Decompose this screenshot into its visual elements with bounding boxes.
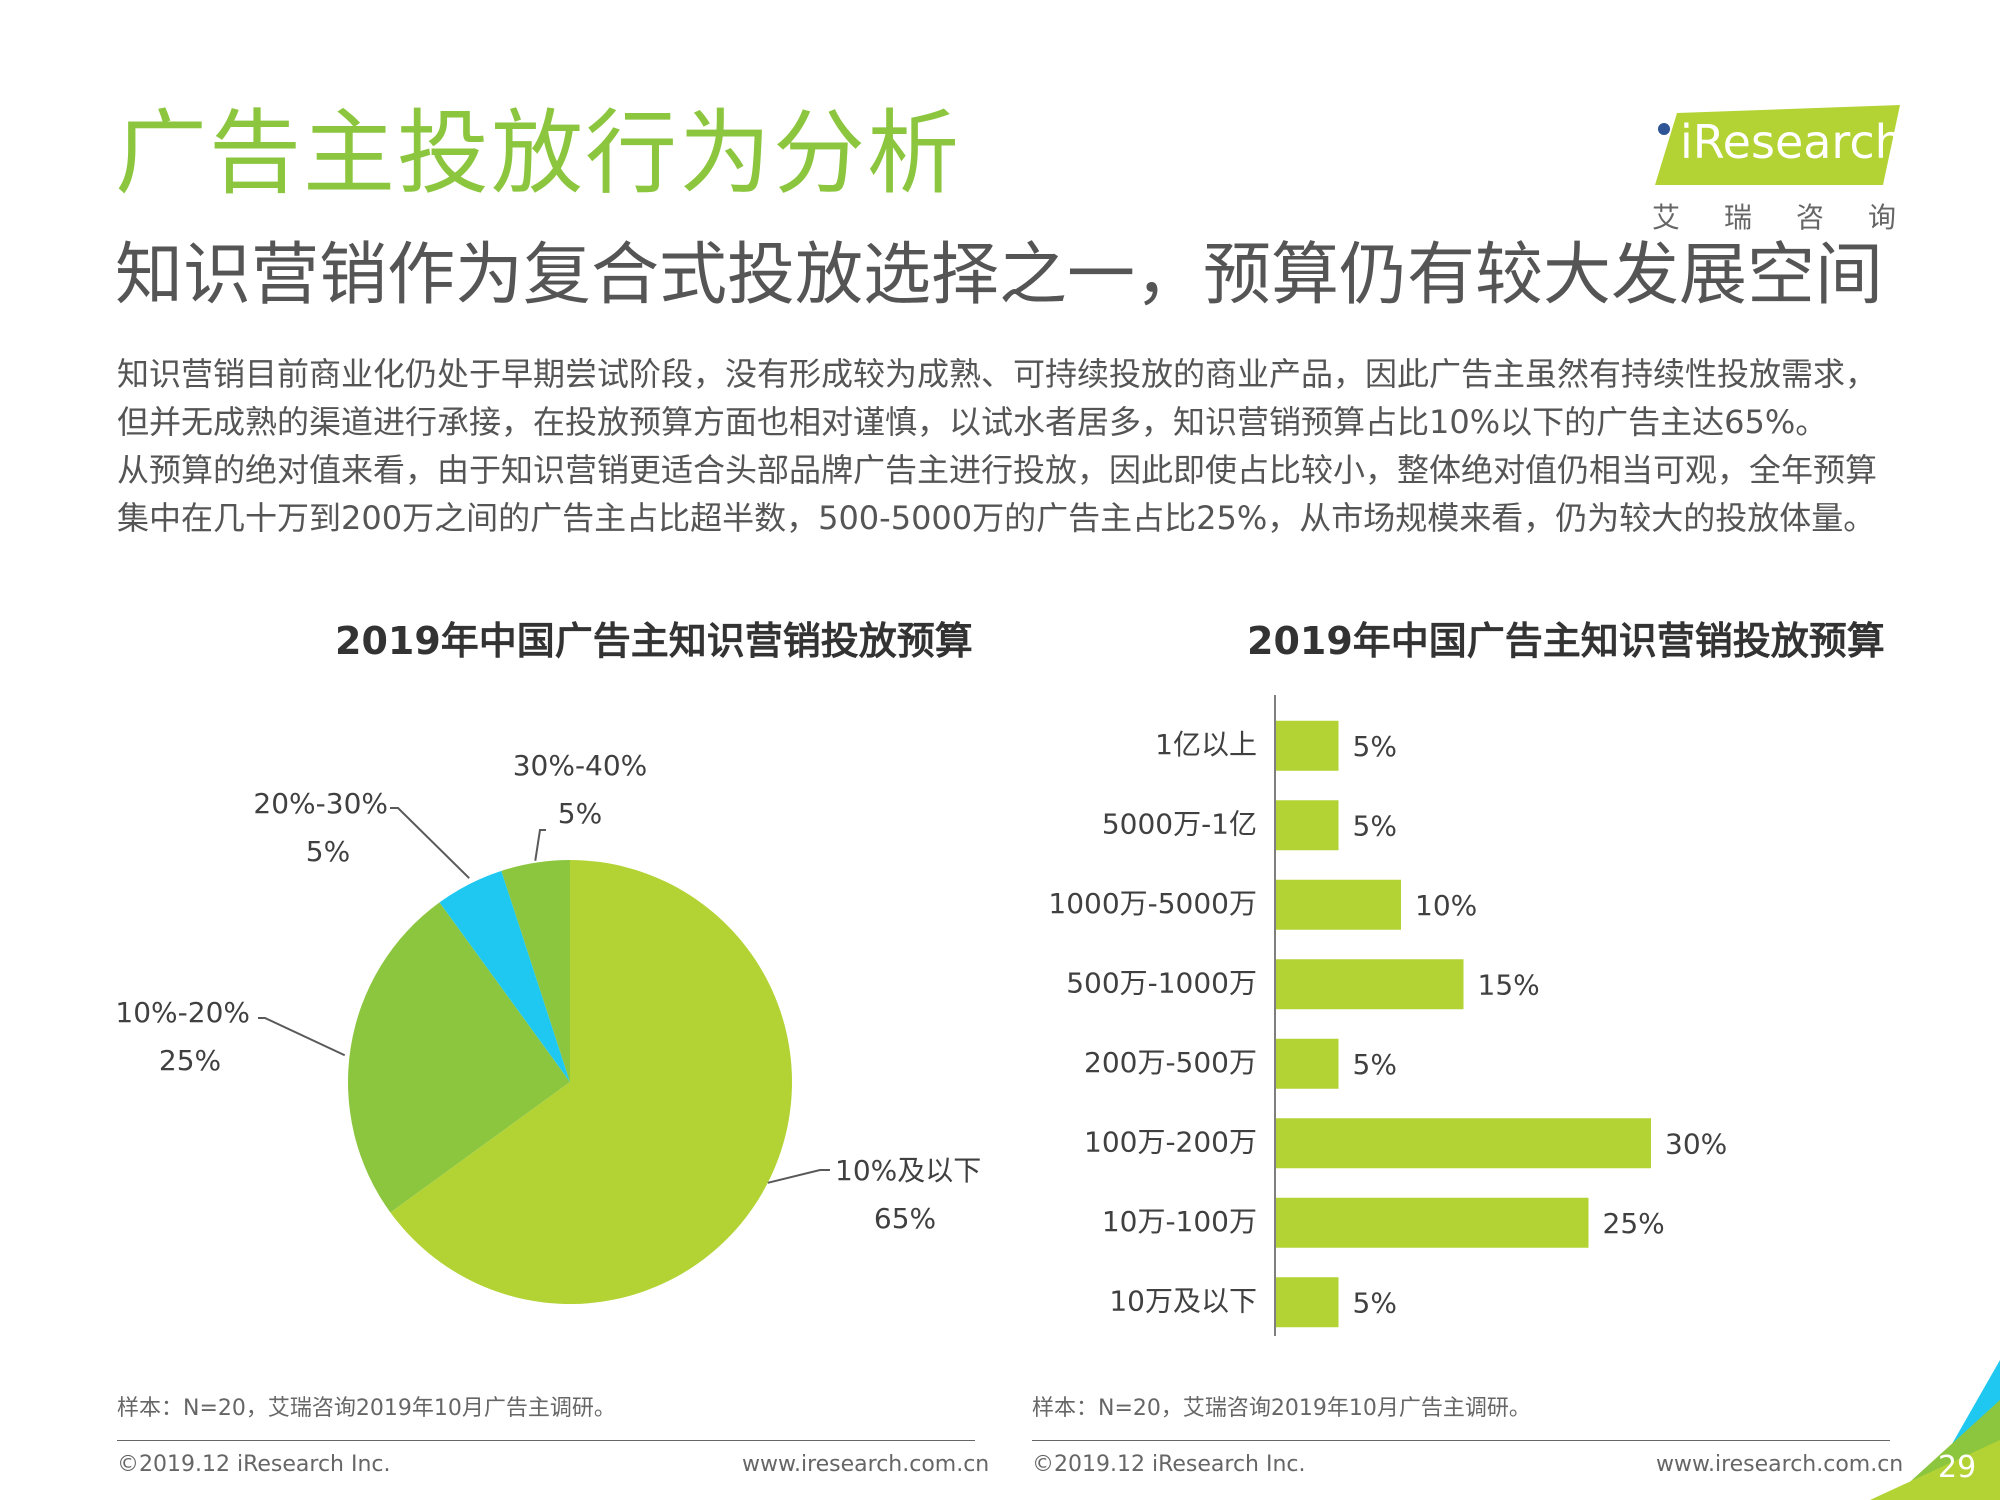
bar-value-label-7: 25% <box>1603 1207 1665 1240</box>
copyright-left: ©2019.12 iResearch Inc. <box>117 1452 391 1477</box>
bar-2 <box>1276 800 1339 851</box>
logo-subtitle: 艾瑞咨询 <box>1652 201 1941 234</box>
footer-divider-right <box>1032 1440 1890 1441</box>
pie-slice-1 <box>390 860 792 1304</box>
pie-label-1: 10%及以下 <box>835 1154 981 1187</box>
bar-1 <box>1276 720 1339 771</box>
pie-label-3: 20%-30% <box>253 787 388 820</box>
pie-label-2: 10%-20% <box>115 996 250 1029</box>
bar-chart: 1亿以上 5% 5000万-1亿 5% 1000万-5000万 10% 500万-1000万… <box>1048 695 1727 1336</box>
footer-divider-left <box>117 1440 975 1441</box>
page-subtitle: 知识营销作为复合式投放选择之一，预算仍有较大发展空间 <box>115 236 1884 315</box>
corner-decoration-icon <box>1870 1360 2000 1500</box>
body-text: 知识营销目前商业化仍处于早期尝试阶段，没有形成较为成熟、可持续投放的商业产品，因… <box>117 350 1907 542</box>
bar-category-label-7: 10万-100万 <box>1102 1205 1257 1238</box>
pie-label-4: 30%-40% <box>513 749 648 782</box>
bar-3 <box>1276 879 1401 930</box>
bar-5 <box>1276 1038 1339 1089</box>
bar-value-label-8: 5% <box>1353 1286 1397 1319</box>
pie-slice-2 <box>348 902 570 1213</box>
bar-7 <box>1276 1197 1589 1248</box>
bar-category-label-2: 5000万-1亿 <box>1102 807 1257 840</box>
pie-leader-line-1 <box>767 1169 830 1184</box>
bar-category-label-4: 500万-1000万 <box>1066 966 1257 999</box>
pie-slice-4 <box>501 860 570 1082</box>
sample-note-left: 样本：N=20，艾瑞咨询2019年10月广告主调研。 <box>117 1396 616 1421</box>
bar-value-label-2: 5% <box>1353 809 1397 842</box>
bar-category-label-5: 200万-500万 <box>1084 1046 1257 1079</box>
pie-chart-title: 2019年中国广告主知识营销投放预算 <box>335 619 973 663</box>
bar-chart-title: 2019年中国广告主知识营销投放预算 <box>1247 619 1885 663</box>
website-link-left[interactable]: www.iresearch.com.cn <box>742 1452 990 1477</box>
bar-category-label-1: 1亿以上 <box>1155 728 1257 761</box>
bar-value-label-5: 5% <box>1353 1048 1397 1081</box>
bar-4 <box>1276 959 1464 1010</box>
bar-category-label-6: 100万-200万 <box>1084 1125 1257 1158</box>
iresearch-logo: iResearch <box>1655 105 1904 185</box>
bar-6 <box>1276 1118 1651 1169</box>
bar-value-label-4: 15% <box>1478 968 1540 1001</box>
page-number: 29 <box>1938 1450 1977 1485</box>
pie-value-label-1: 65% <box>874 1202 936 1235</box>
logo-background-icon <box>1655 105 1900 185</box>
website-link-right[interactable]: www.iresearch.com.cn <box>1656 1452 1904 1477</box>
pie-chart: 10%及以下 65% 10%-20% 25% 20%-30% 5% 30%-40% 5% <box>115 749 981 1304</box>
bar-value-label-6: 30% <box>1665 1127 1727 1160</box>
pie-leader-line-2 <box>258 1017 346 1057</box>
copyright-right: ©2019.12 iResearch Inc. <box>1032 1452 1306 1477</box>
pie-value-label-4: 5% <box>558 797 602 830</box>
body-paragraph-1: 知识营销目前商业化仍处于早期尝试阶段，没有形成较为成熟、可持续投放的商业产品，因… <box>117 355 1878 441</box>
page-title: 广告主投放行为分析 <box>115 100 962 207</box>
pie-slice-3 <box>439 870 570 1082</box>
pie-value-label-2: 25% <box>159 1044 221 1077</box>
pie-value-label-3: 5% <box>306 835 350 868</box>
bar-8 <box>1276 1277 1339 1328</box>
bar-value-label-3: 10% <box>1415 889 1477 922</box>
pie-leader-line-4 <box>534 829 546 861</box>
pie-leader-line-3 <box>390 807 470 879</box>
logo-text: iResearch <box>1680 115 1904 169</box>
bar-category-label-8: 10万及以下 <box>1109 1284 1257 1317</box>
bar-category-label-3: 1000万-5000万 <box>1048 887 1257 920</box>
body-paragraph-2: 从预算的绝对值来看，由于知识营销更适合头部品牌广告主进行投放，因此即使占比较小，… <box>117 451 1878 537</box>
bar-value-label-1: 5% <box>1353 730 1397 763</box>
sample-note-right: 样本：N=20，艾瑞咨询2019年10月广告主调研。 <box>1032 1396 1531 1421</box>
